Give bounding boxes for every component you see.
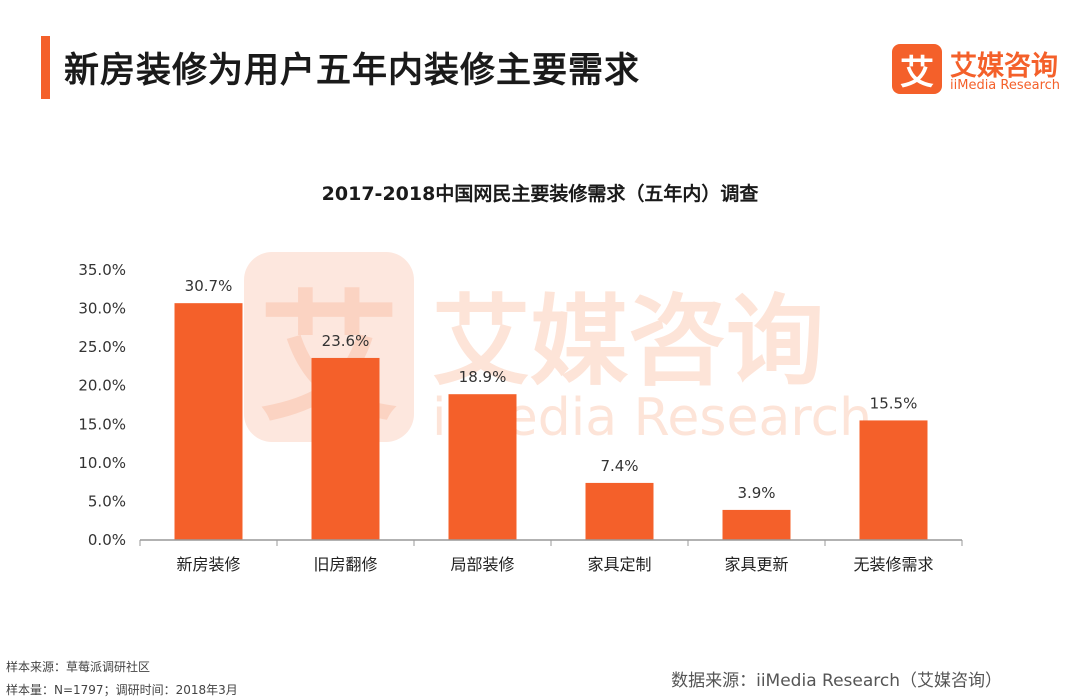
y-tick-label: 10.0%: [78, 454, 126, 472]
x-tick-label: 旧房翻修: [313, 555, 377, 574]
y-axis: 0.0% 5.0% 10.0% 15.0% 20.0% 25.0% 30.0% 35.0%: [78, 261, 126, 549]
chart-title: 2017-2018中国网民主要装修需求（五年内）调查: [322, 182, 760, 205]
page-title: 新房装修为用户五年内装修主要需求: [64, 51, 641, 91]
bar: [585, 482, 654, 540]
sample-size: 样本量：N=1797；调研时间：2018年3月: [6, 683, 238, 697]
y-tick-label: 5.0%: [88, 492, 126, 510]
sample-source: 样本来源：草莓派调研社区: [6, 660, 151, 674]
x-tick-label: 新房装修: [176, 555, 240, 574]
bar-value-label: 30.7%: [185, 277, 233, 295]
bar: [448, 394, 517, 540]
title-accent-bar: [41, 36, 50, 99]
logo-name-cn: 艾媒咨询: [950, 51, 1058, 82]
y-tick-label: 15.0%: [78, 415, 126, 433]
y-tick-label: 30.0%: [78, 300, 126, 318]
x-tick-label: 家具定制: [587, 555, 651, 574]
logo-name-en: iiMedia Research: [950, 78, 1061, 93]
logo-mark: 艾: [892, 44, 942, 94]
y-tick-label: 35.0%: [78, 261, 126, 279]
bar-value-label: 23.6%: [322, 332, 370, 350]
bar: [859, 420, 928, 540]
bar-value-label: 18.9%: [459, 368, 507, 386]
bar-value-label: 15.5%: [870, 394, 918, 412]
y-tick-label: 20.0%: [78, 377, 126, 395]
x-tick-label: 局部装修: [450, 555, 514, 574]
bar-value-label: 7.4%: [600, 457, 638, 475]
bar: [311, 357, 380, 540]
x-tick-label: 家具更新: [724, 555, 788, 574]
y-tick-label: 25.0%: [78, 338, 126, 356]
data-source: 数据来源：iiMedia Research（艾媒咨询）: [671, 671, 1002, 691]
bar: [722, 509, 791, 540]
bars: 30.7% 23.6% 18.9% 7.4% 3.9% 15.5%: [174, 277, 928, 540]
x-axis: 新房装修 旧房翻修 局部装修 家具定制 家具更新 无装修需求: [139, 539, 963, 574]
x-tick-label: 无装修需求: [853, 555, 933, 574]
y-tick-label: 0.0%: [88, 531, 126, 549]
bar-value-label: 3.9%: [737, 484, 775, 502]
bar: [174, 303, 243, 540]
brand-logo: 艾 艾媒咨询 iiMedia Research: [892, 44, 1067, 96]
